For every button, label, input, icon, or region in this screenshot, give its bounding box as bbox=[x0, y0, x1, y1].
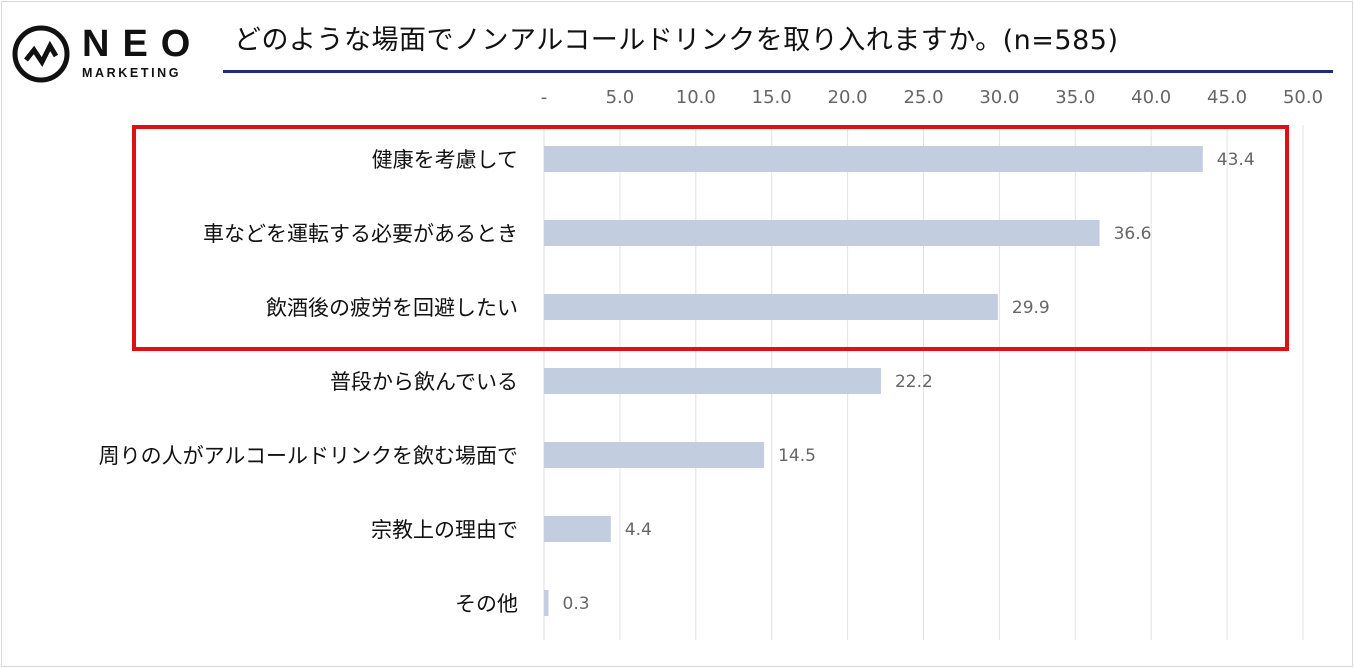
x-tick-label: 15.0 bbox=[752, 87, 792, 108]
x-tick-label: 25.0 bbox=[903, 87, 943, 108]
bar bbox=[544, 368, 881, 394]
bar bbox=[544, 516, 611, 542]
logo-sub: MARKETING bbox=[82, 66, 182, 80]
bar bbox=[544, 590, 549, 616]
x-tick-label: 35.0 bbox=[1055, 87, 1095, 108]
data-label: 22.2 bbox=[895, 372, 933, 392]
category-label: 車などを運転する必要があるとき bbox=[203, 222, 518, 246]
category-label: 普段から飲んでいる bbox=[330, 370, 518, 394]
data-label: 4.4 bbox=[625, 520, 652, 540]
bar bbox=[544, 442, 765, 468]
category-label: 宗教上の理由で bbox=[371, 518, 518, 542]
x-tick-label: 30.0 bbox=[979, 87, 1019, 108]
neo-marketing-logo: NEO MARKETING bbox=[12, 24, 192, 84]
x-tick-label: 20.0 bbox=[828, 87, 868, 108]
bar bbox=[544, 220, 1100, 246]
x-tick-label: 10.0 bbox=[676, 87, 716, 108]
data-label: 36.6 bbox=[1114, 224, 1152, 244]
chart-title: どのような場面でノンアルコールドリンクを取り入れますか。(n=585) bbox=[234, 25, 1119, 56]
data-label: 29.9 bbox=[1012, 298, 1050, 318]
data-label: 43.4 bbox=[1217, 150, 1255, 170]
title-rule bbox=[223, 70, 1333, 73]
x-tick-label: 45.0 bbox=[1207, 87, 1247, 108]
data-label: 0.3 bbox=[563, 594, 590, 614]
logo-word: NEO bbox=[82, 23, 204, 65]
category-label: 周りの人がアルコールドリンクを飲む場面で bbox=[99, 444, 518, 468]
logo-icon bbox=[12, 25, 70, 83]
x-tick-label: 40.0 bbox=[1131, 87, 1171, 108]
category-label: 飲酒後の疲労を回避したい bbox=[266, 296, 518, 320]
bar bbox=[544, 294, 998, 320]
bar bbox=[544, 146, 1203, 172]
x-tick-label: - bbox=[541, 87, 548, 108]
x-tick-label: 5.0 bbox=[606, 87, 635, 108]
category-label: その他 bbox=[455, 592, 518, 616]
highlight-box bbox=[132, 125, 1289, 351]
data-label: 14.5 bbox=[778, 446, 816, 466]
x-tick-label: 50.0 bbox=[1283, 87, 1323, 108]
category-label: 健康を考慮して bbox=[372, 148, 518, 172]
